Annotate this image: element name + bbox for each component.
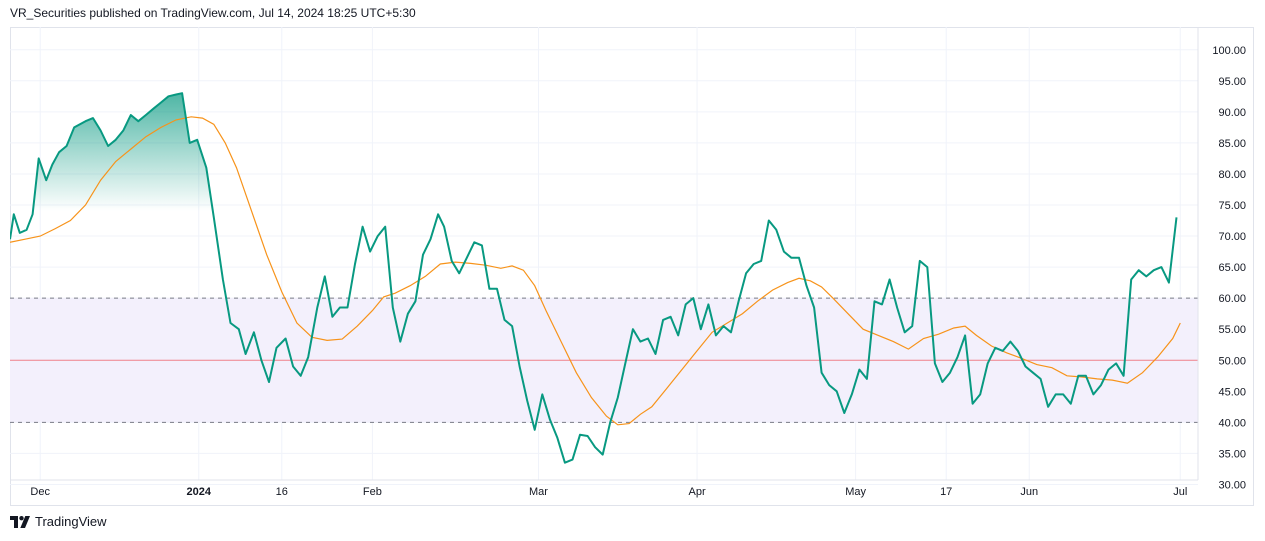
y-tick-label: 70.00 (1218, 231, 1246, 243)
y-tick-label: 55.00 (1218, 324, 1246, 336)
x-tick-label: 17 (940, 486, 952, 498)
y-tick-label: 45.00 (1218, 386, 1246, 398)
y-tick-label: 100.00 (1212, 45, 1246, 57)
series-lines (10, 92, 1181, 464)
x-tick-label: May (845, 486, 866, 498)
x-tick-label: Dec (30, 486, 50, 498)
y-tick-label: 40.00 (1218, 417, 1246, 429)
y-tick-label: 80.00 (1218, 169, 1246, 181)
y-tick-label: 50.00 (1218, 355, 1246, 367)
y-tick-label: 30.00 (1218, 479, 1246, 491)
rsi-bands (10, 297, 1198, 423)
footer: TradingView (10, 514, 107, 529)
x-tick-label: 16 (276, 486, 288, 498)
x-tick-label: Jun (1020, 486, 1038, 498)
y-tick-label: 60.00 (1218, 293, 1246, 305)
signal-line (10, 116, 1181, 426)
x-tick-label: 2024 (187, 486, 212, 498)
footer-brand: TradingView (35, 514, 107, 529)
x-tick-label: Feb (363, 486, 382, 498)
y-tick-label: 35.00 (1218, 448, 1246, 460)
x-tick-label: Mar (529, 486, 548, 498)
y-axis: 100.00 95.00 90.00 85.00 80.00 75.00 70.00 65.0… (1197, 27, 1246, 491)
y-tick-label: 65.00 (1218, 262, 1246, 274)
y-tick-label: 85.00 (1218, 138, 1246, 150)
x-tick-label: Apr (688, 486, 705, 498)
rsi-line (10, 92, 1178, 464)
y-tick-label: 75.00 (1218, 200, 1246, 212)
x-axis: Dec202416FebMarAprMay17JunJul16 (10, 479, 1198, 498)
y-tick-label: 90.00 (1218, 107, 1246, 119)
rsi-chart[interactable]: 100.00 95.00 90.00 85.00 80.00 75.00 70.00 65.0… (10, 27, 1254, 506)
y-tick-label: 95.00 (1218, 76, 1246, 88)
publisher-header: VR_Securities published on TradingView.c… (10, 6, 416, 20)
chart-frame (10, 27, 1254, 506)
x-tick-label: Jul (1173, 486, 1187, 498)
tradingview-logo-icon (10, 515, 30, 528)
